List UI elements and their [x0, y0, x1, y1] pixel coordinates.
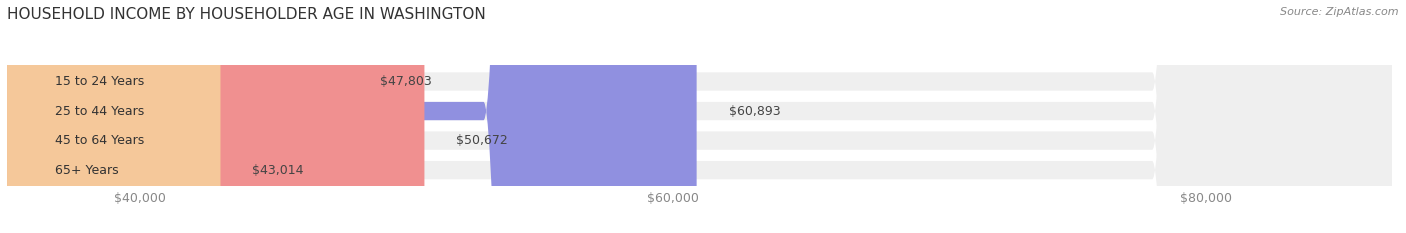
Text: 65+ Years: 65+ Years — [55, 164, 118, 177]
Text: 25 to 44 Years: 25 to 44 Years — [55, 105, 145, 117]
Text: $60,893: $60,893 — [728, 105, 780, 117]
FancyBboxPatch shape — [7, 0, 1392, 233]
Text: HOUSEHOLD INCOME BY HOUSEHOLDER AGE IN WASHINGTON: HOUSEHOLD INCOME BY HOUSEHOLDER AGE IN W… — [7, 7, 486, 22]
FancyBboxPatch shape — [7, 0, 221, 233]
FancyBboxPatch shape — [7, 0, 425, 233]
FancyBboxPatch shape — [7, 0, 1392, 233]
Text: 45 to 64 Years: 45 to 64 Years — [55, 134, 145, 147]
FancyBboxPatch shape — [7, 0, 696, 233]
Text: $43,014: $43,014 — [253, 164, 304, 177]
Text: $47,803: $47,803 — [380, 75, 432, 88]
FancyBboxPatch shape — [7, 0, 1392, 233]
Text: $50,672: $50,672 — [457, 134, 508, 147]
Text: 15 to 24 Years: 15 to 24 Years — [55, 75, 145, 88]
Text: Source: ZipAtlas.com: Source: ZipAtlas.com — [1281, 7, 1399, 17]
FancyBboxPatch shape — [7, 0, 349, 233]
FancyBboxPatch shape — [7, 0, 1392, 233]
